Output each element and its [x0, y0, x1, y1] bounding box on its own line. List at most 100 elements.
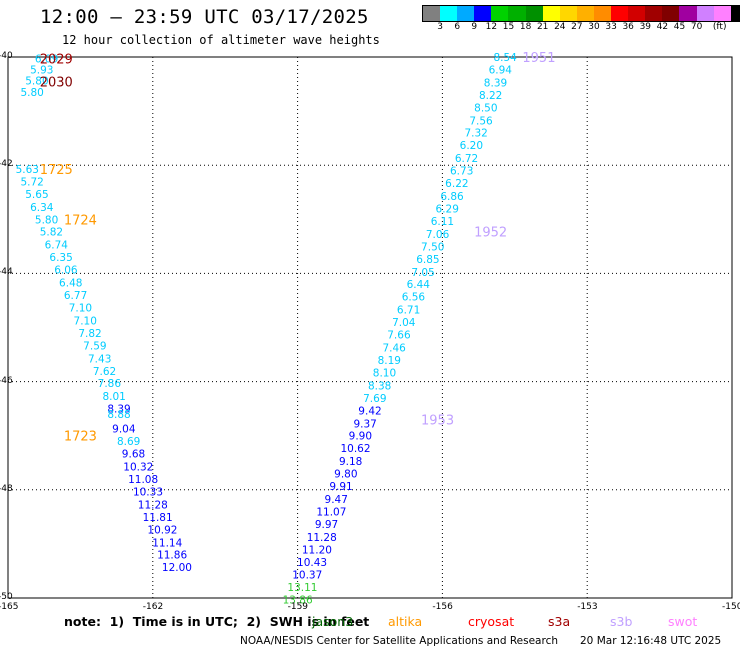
wave-height-value: 8.69	[117, 436, 140, 448]
wave-height-value: 9.68	[122, 449, 145, 461]
legend-label: 24	[554, 22, 566, 32]
satellite-altika: altika	[388, 614, 423, 629]
wave-height-value: 9.18	[339, 456, 362, 468]
legend-swatch	[628, 6, 646, 21]
wave-height-value: 7.86	[98, 378, 122, 390]
map-subtitle: 12 hour collection of altimeter wave hei…	[62, 33, 380, 47]
wave-height-value: 9.97	[315, 519, 338, 531]
legend-swatch	[713, 6, 731, 21]
latitude-tick-label: -48	[0, 483, 13, 494]
wave-height-value: 6.56	[402, 292, 426, 304]
wave-height-value: 7.56	[469, 115, 493, 127]
wave-height-value: 8.01	[102, 391, 125, 403]
legend-label: 21	[536, 22, 549, 32]
wave-height-value: 7.46	[382, 343, 406, 355]
legend-swatch	[696, 6, 714, 21]
wave-height-value: 10.62	[340, 443, 370, 455]
legend-label: 12	[485, 22, 498, 32]
wave-height-value: 10.32	[123, 462, 153, 474]
wave-height-value: 13.11	[287, 582, 317, 594]
wave-height-value: 6.06	[54, 265, 78, 277]
legend-swatch	[645, 6, 663, 21]
longitude-tick-label: -156	[432, 602, 453, 612]
wave-height-value: 11.81	[143, 512, 173, 524]
legend-swatch	[559, 6, 577, 21]
wave-height-value: 9.90	[349, 431, 372, 443]
legend-swatch	[508, 6, 526, 21]
latitude-tick-label: -50	[0, 592, 13, 602]
legend-swatch	[474, 6, 492, 21]
legend-label: 6	[454, 22, 461, 32]
wave-height-value: 7.66	[387, 330, 411, 342]
longitude-tick-label: -159	[287, 602, 309, 612]
wave-height-value: 6.34	[30, 202, 54, 214]
legend-swatch	[662, 6, 680, 21]
map-frame	[7, 56, 733, 599]
legend-label: 39	[639, 22, 652, 32]
legend-label: 15	[502, 22, 515, 32]
wave-height-value: 6.35	[49, 252, 72, 264]
wave-height-value: 10.37	[292, 570, 322, 582]
satellite-s3a: s3a	[548, 614, 571, 629]
wave-height-value: 8.54	[493, 52, 517, 64]
legend-swatch	[440, 6, 458, 21]
legend-swatch	[542, 6, 560, 21]
wave-height-value: 8.10	[373, 367, 396, 379]
legend-label: 30	[588, 22, 600, 32]
legend-label: 45	[673, 22, 686, 32]
wave-height-value: 10.43	[297, 557, 327, 569]
legend-label: 70	[690, 22, 703, 32]
legend-label: 9	[471, 22, 478, 32]
pass-time-label: 1952	[474, 226, 507, 241]
legend-swatch	[730, 6, 740, 21]
wave-height-value: 7.50	[421, 241, 444, 253]
wave-height-value: 8.50	[474, 102, 497, 114]
wave-height-value: 9.42	[358, 405, 381, 417]
wave-height-value: 11.14	[152, 537, 182, 549]
wave-height-value: 9.80	[334, 469, 357, 481]
wave-height-value: 11.07	[316, 506, 346, 518]
wave-height-value: 6.86	[440, 191, 464, 203]
wave-height-value: 8.39	[484, 77, 507, 89]
wave-height-value: 7.06	[426, 229, 450, 241]
wave-height-value: 6.22	[445, 178, 468, 190]
legend-label: 3	[437, 22, 443, 32]
wave-height-value: 5.82	[40, 227, 63, 239]
pass-time-label: 2029	[40, 53, 73, 68]
wave-height-value: 6.94	[489, 64, 513, 76]
note-text: note: 1) Time is in UTC; 2) SWH is in fe…	[64, 614, 370, 629]
wave-height-value: 7.59	[83, 340, 106, 352]
longitude-tick-label: -153	[577, 602, 598, 612]
wave-height-value: 5.93	[30, 64, 53, 76]
map-title: 12:00 — 23:59 UTC 03/17/2025	[40, 6, 369, 28]
wave-height-value: 10.33	[133, 486, 163, 498]
legend-swatch	[611, 6, 629, 21]
legend-label: 33	[605, 22, 617, 32]
wave-height-value: 9.37	[353, 418, 376, 430]
pass-time-label: 2030	[40, 75, 73, 90]
wave-height-value: 5.80	[35, 214, 58, 226]
wave-height-value: 7.62	[93, 366, 116, 378]
wave-height-value: 7.10	[69, 302, 92, 314]
longitude-tick-label: -162	[142, 602, 164, 612]
legend-swatch	[423, 6, 441, 21]
wave-height-value: 8.39	[107, 404, 130, 416]
legend-label: 42	[656, 22, 669, 32]
wave-height-value: 5.65	[25, 189, 48, 201]
legend-label: (ft)	[712, 22, 727, 32]
wave-height-value: 6.29	[436, 203, 459, 215]
wave-height-value: 6.48	[59, 278, 82, 290]
longitude-tick-label: -150	[722, 602, 740, 612]
wave-height-value: 11.20	[302, 544, 332, 556]
wave-height-value: 6.11	[431, 216, 454, 228]
wave-height-value: 6.74	[45, 240, 69, 252]
wave-height-value: 9.04	[112, 424, 136, 436]
wave-height-value: 7.43	[88, 353, 111, 365]
wave-height-value: 7.04	[392, 317, 416, 329]
wave-height-value: 5.80	[20, 87, 43, 99]
wave-height-value: 9.47	[325, 494, 348, 506]
wave-height-value: 13.86	[283, 595, 313, 607]
pass-time-label: 1724	[64, 213, 97, 228]
legend-swatch	[525, 6, 543, 21]
